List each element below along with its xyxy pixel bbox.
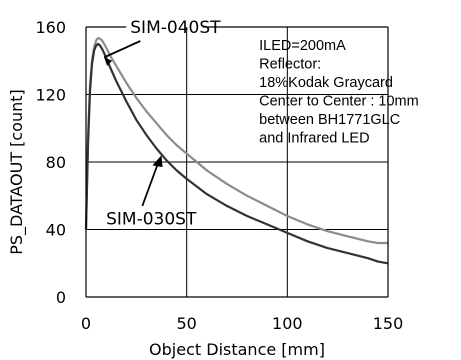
series-line-sim-030st bbox=[84, 42, 389, 265]
grid bbox=[86, 27, 388, 297]
arrowhead bbox=[104, 57, 113, 66]
series-line-sim-040st bbox=[84, 36, 388, 245]
series-lines bbox=[84, 36, 389, 265]
x-tick-label: 0 bbox=[81, 314, 91, 333]
plot-frame bbox=[85, 26, 389, 298]
y-tick-label: 40 bbox=[46, 221, 66, 240]
condition-note-line: Center to Center : 10mm bbox=[259, 94, 419, 110]
x-axis-label: Object Distance [mm] bbox=[149, 340, 325, 359]
condition-note-line: between BH1771GLC bbox=[259, 112, 400, 128]
condition-note-line: and Infrared LED bbox=[259, 131, 369, 147]
y-axis-label: PS_DATAOUT [count] bbox=[7, 89, 27, 255]
x-tick-label: 50 bbox=[176, 314, 196, 333]
condition-note-line: 18%Kodak Graycard bbox=[259, 75, 393, 91]
y-tick-label: 80 bbox=[46, 153, 66, 172]
y-tick-label: 160 bbox=[35, 18, 66, 37]
y-tick-label: 0 bbox=[56, 288, 66, 307]
arrowhead bbox=[152, 155, 163, 168]
x-tick-label: 100 bbox=[272, 314, 303, 333]
annotations: SIM-040ST SIM-030ST ILED=200mA Reflector: 18… bbox=[103, 18, 419, 229]
series-label-sim-030st: SIM-030ST bbox=[106, 209, 197, 229]
tick-labels: 0 50 100 150 0 40 80 120 160 bbox=[35, 18, 403, 333]
condition-note-line: ILED=200mA bbox=[259, 38, 346, 54]
y-tick-label: 120 bbox=[35, 86, 66, 105]
label-pointer-arrow bbox=[103, 40, 141, 59]
series-label-sim-040st: SIM-040ST bbox=[130, 18, 221, 38]
x-tick-label: 150 bbox=[373, 314, 404, 333]
label-pointer-arrow bbox=[141, 161, 160, 207]
condition-note-line: Reflector: bbox=[259, 57, 321, 73]
